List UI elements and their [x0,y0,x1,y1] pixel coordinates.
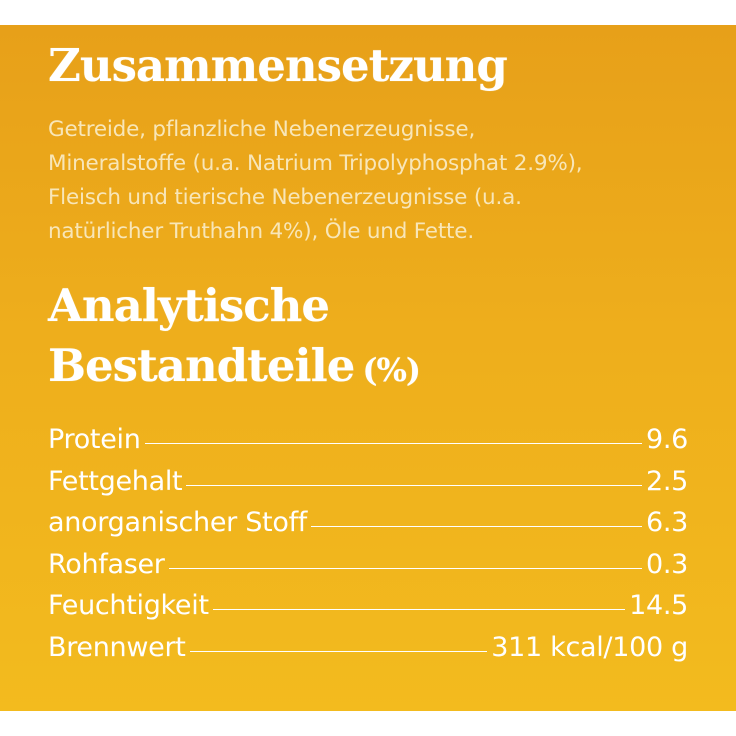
ingredients-line: Mineralstoffe (u.a. Natrium Tripolyphosp… [48,151,583,176]
analytics-heading-line2: Bestandteile (%) [48,339,421,397]
leader-line [189,650,488,652]
analytics-heading-unit: (%) [362,351,421,389]
leader-line [212,609,626,610]
analytics-table: Protein 9.6 Fettgehalt 2.5 anorganischer… [48,419,688,668]
row-value-brennwert: 311 kcal/100 g [491,631,688,663]
row-label-brennwert: Brennwert [48,631,186,663]
table-row: Rohfaser 0.3 [48,544,688,586]
row-label-rohfaser: Rohfaser [48,548,165,580]
row-value-fettgehalt: 2.5 [645,465,688,497]
leader-line [168,567,642,569]
leader-line [310,526,642,527]
table-row: Feuchtigkeit 14.5 [48,585,688,627]
row-label-anorganischer-stoff: anorganischer Stoff [48,507,307,538]
row-value-anorganischer-stoff: 6.3 [645,507,688,538]
ingredients-line: Fleisch und tierische Nebenerzeugnisse (… [48,185,522,210]
analytics-heading-line1: Analytische [48,279,330,332]
row-value-feuchtigkeit: 14.5 [629,590,688,621]
table-row: Protein 9.6 [48,419,688,461]
table-row: Fettgehalt 2.5 [48,461,688,503]
composition-heading: Zusammensetzung [48,39,508,92]
ingredients-line: Getreide, pflanzliche Nebenerzeugnisse, [48,117,476,142]
ingredients-text: Getreide, pflanzliche Nebenerzeugnisse, … [48,113,708,249]
row-label-fettgehalt: Fettgehalt [48,465,183,497]
analytics-heading-text: Bestandteile [48,339,355,392]
row-label-feuchtigkeit: Feuchtigkeit [48,590,209,621]
row-value-rohfaser: 0.3 [645,548,688,580]
row-value-protein: 9.6 [645,424,688,455]
table-row: Brennwert 311 kcal/100 g [48,627,688,669]
table-row: anorganischer Stoff 6.3 [48,502,688,544]
ingredients-line: natürlicher Truthahn 4%), Öle und Fette. [48,219,474,244]
leader-line [186,484,642,486]
leader-line [144,443,642,444]
nutrition-panel: Zusammensetzung Getreide, pflanzliche Ne… [0,25,736,711]
row-label-protein: Protein [48,424,141,455]
